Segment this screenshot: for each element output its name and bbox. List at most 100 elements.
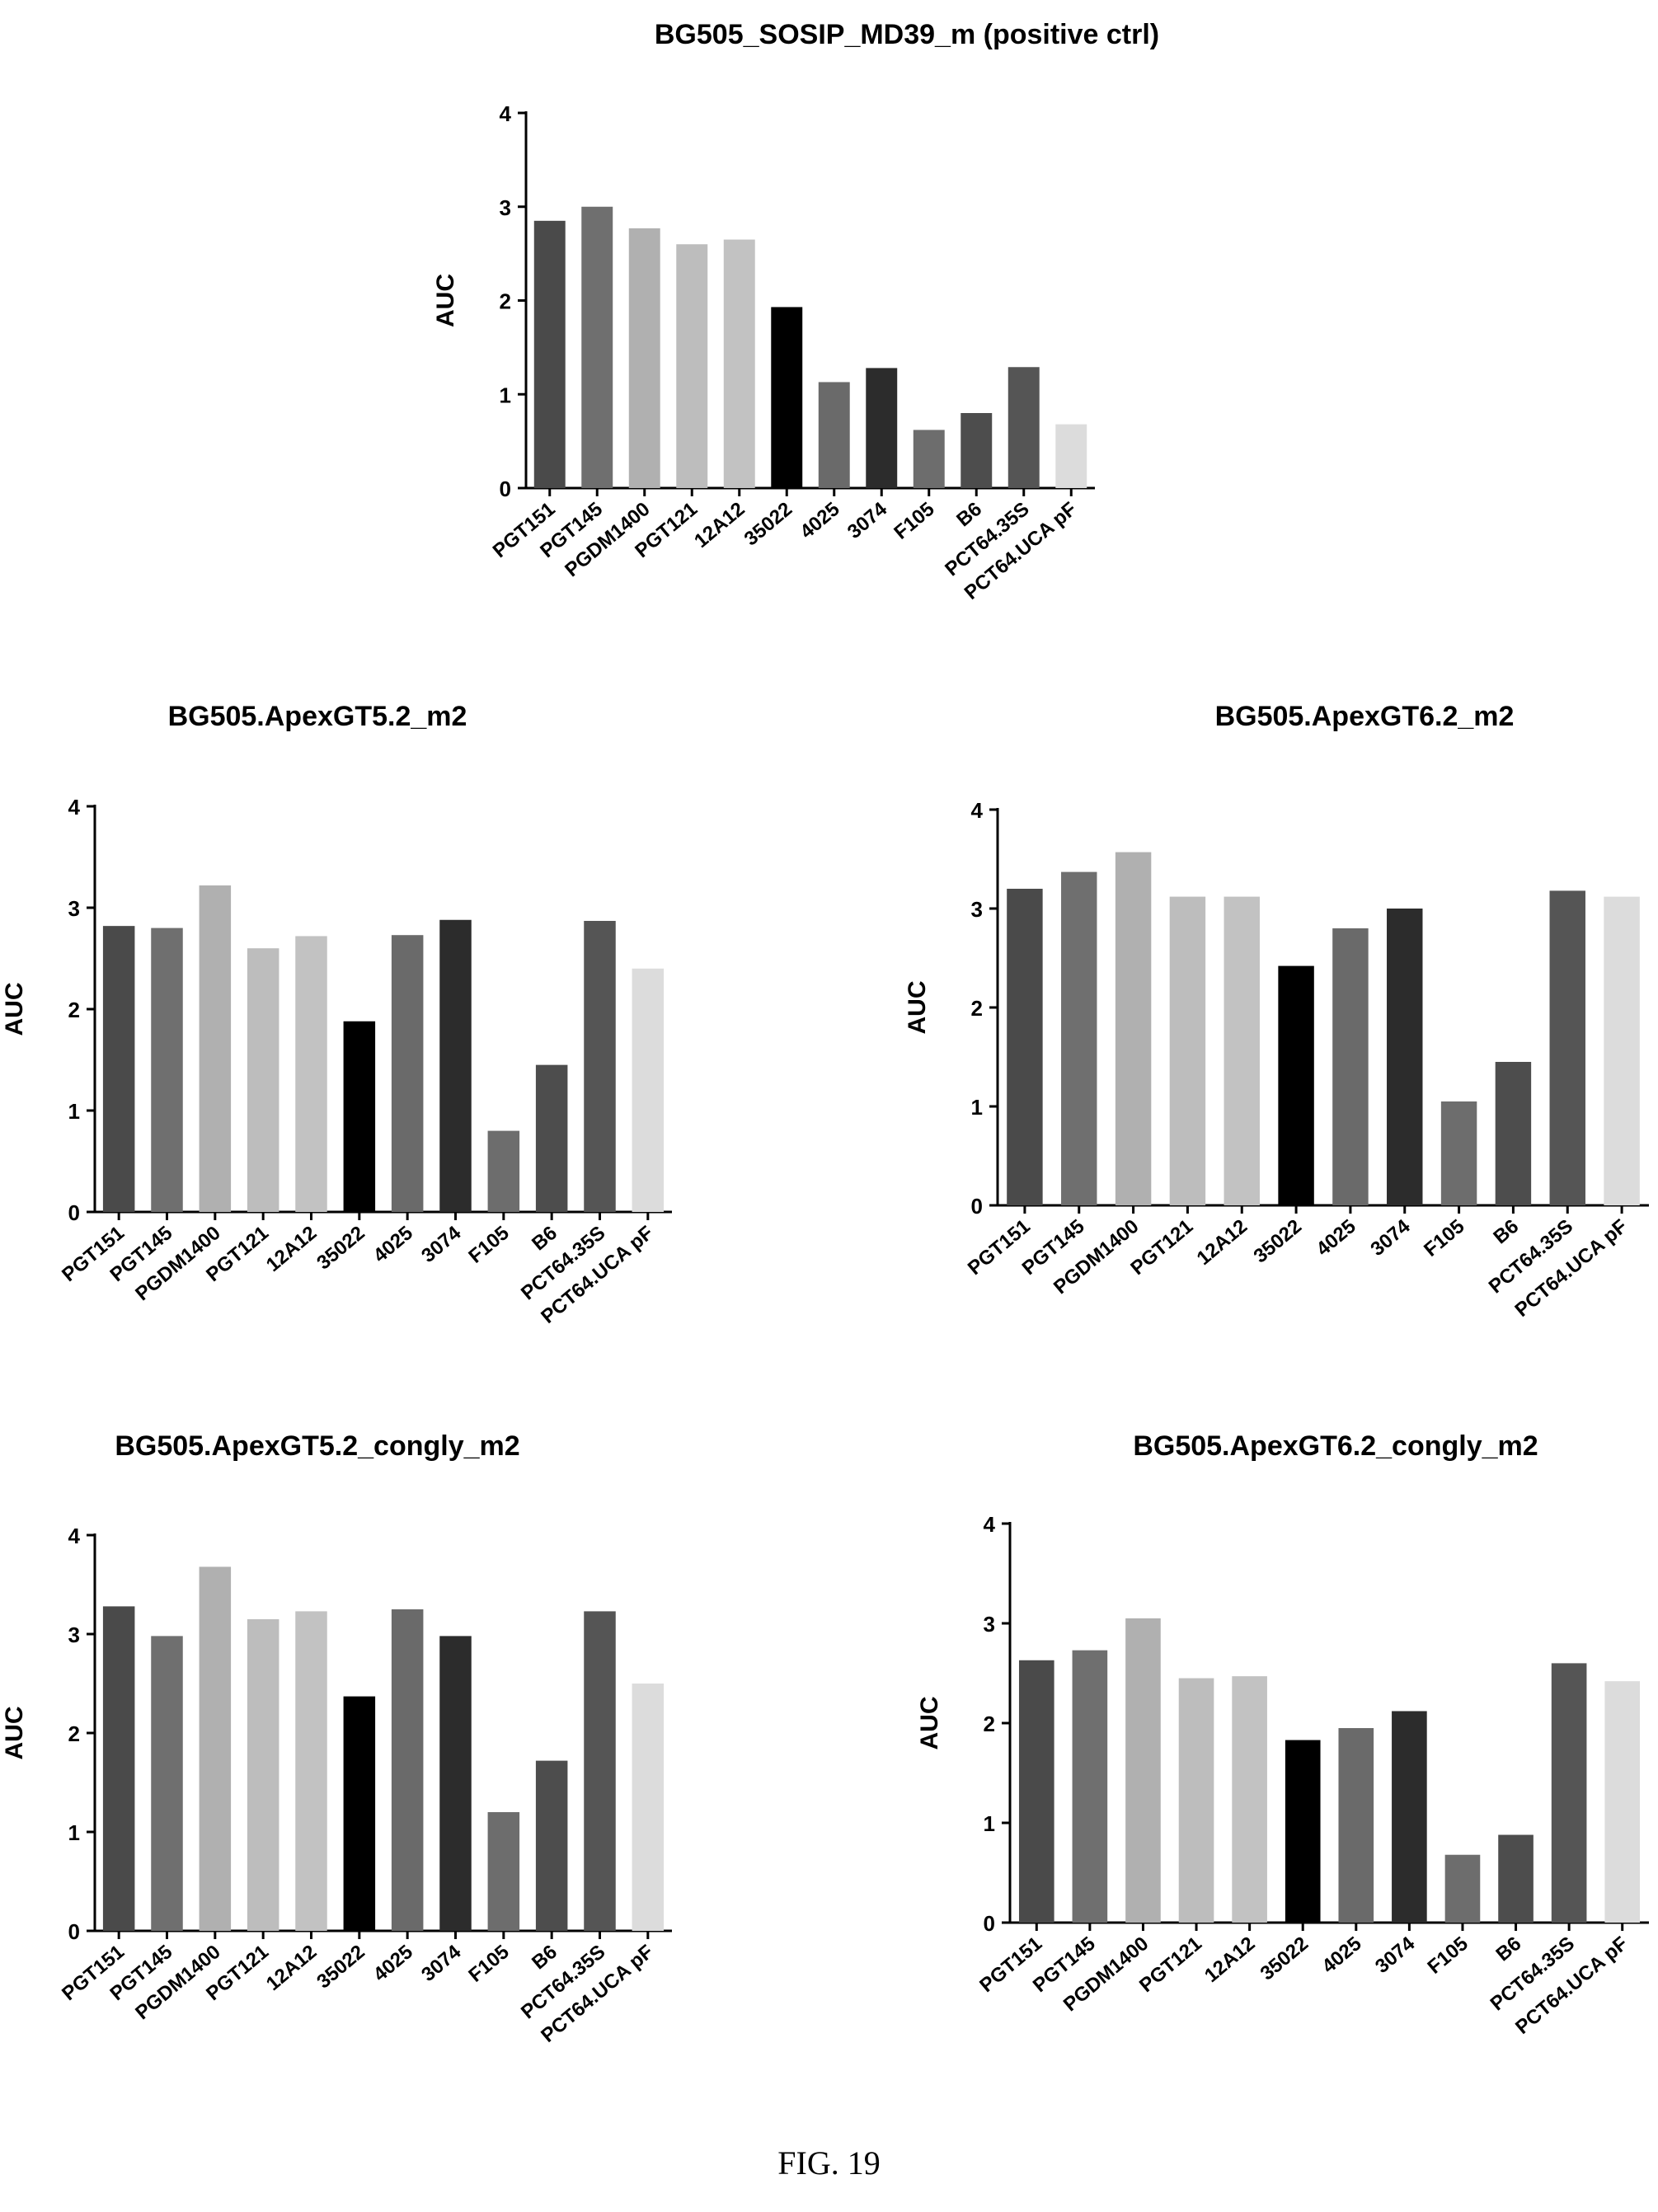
chart-5-bar-pgt151 bbox=[1018, 1660, 1054, 1923]
chart-5-bar-pgt145 bbox=[1072, 1650, 1108, 1923]
chart-5-bar-3074 bbox=[1392, 1711, 1427, 1923]
chart-2-y-tick-label: 0 bbox=[68, 1200, 80, 1225]
chart-3-y-tick-label: 1 bbox=[971, 1095, 983, 1120]
chart-4-y-tick-label: 4 bbox=[68, 1524, 81, 1548]
chart-4-bar-pct64-uca-pf bbox=[632, 1684, 665, 1931]
chart-4-x-tick-label-3074: 3074 bbox=[417, 1940, 466, 1985]
chart-3-ylabel: AUC bbox=[904, 981, 931, 1035]
chart-3-bar-pgt151 bbox=[1007, 889, 1043, 1205]
figure-caption: FIG. 19 bbox=[777, 2144, 881, 2181]
chart-5-bar-pct64-uca-pf bbox=[1604, 1681, 1641, 1923]
chart-4-x-tick-label-b6: B6 bbox=[528, 1941, 561, 1974]
chart-5-x-tick-label-f105: F105 bbox=[1424, 1933, 1472, 1979]
chart-3-bar-pgt145 bbox=[1061, 871, 1097, 1205]
chart-1-y-tick-label: 1 bbox=[500, 383, 511, 407]
chart-4-bar-12a12 bbox=[295, 1611, 327, 1931]
chart-5-bar-f105 bbox=[1444, 1854, 1481, 1923]
chart-3-bar-b6 bbox=[1495, 1062, 1532, 1205]
chart-2-bar-pgt121 bbox=[247, 948, 279, 1212]
chart-1-x-tick-label-b6: B6 bbox=[952, 498, 986, 531]
chart-4-x-tick-label-35022: 35022 bbox=[312, 1941, 369, 1994]
chart-5-ylabel: AUC bbox=[916, 1697, 943, 1750]
chart-5-bar-pgt121 bbox=[1178, 1678, 1214, 1923]
chart-3-bar-pct64-uca-pf bbox=[1604, 896, 1640, 1205]
chart-4-bar-pct64-35s bbox=[584, 1611, 616, 1931]
chart-2-bar-b6 bbox=[535, 1064, 568, 1212]
chart-2-bar-35022 bbox=[343, 1021, 376, 1212]
chart-4-ylabel: AUC bbox=[1, 1707, 28, 1760]
chart-5-y-tick-label: 1 bbox=[984, 1811, 995, 1836]
chart-4-bar-35022 bbox=[343, 1696, 376, 1931]
chart-5-y-tick-label: 3 bbox=[984, 1612, 995, 1637]
chart-4-y-tick-label: 3 bbox=[68, 1623, 80, 1647]
chart-3-y-tick-label: 3 bbox=[971, 897, 983, 922]
chart-2-bar-f105 bbox=[487, 1130, 520, 1212]
chart-4-x-tick-label-f105: F105 bbox=[464, 1941, 513, 1987]
chart-2-x-tick-label-35022: 35022 bbox=[312, 1222, 369, 1275]
chart-1-bar-4025 bbox=[818, 382, 850, 488]
chart-3-x-tick-label-12a12: 12A12 bbox=[1193, 1215, 1252, 1270]
chart-1-bar-12a12 bbox=[723, 239, 755, 488]
chart-2-x-tick-label-4025: 4025 bbox=[369, 1222, 417, 1267]
chart-2-bar-4025 bbox=[391, 935, 424, 1212]
chart-4-bar-4025 bbox=[391, 1609, 424, 1931]
chart-5-x-tick-label-4025: 4025 bbox=[1317, 1933, 1365, 1978]
chart-1-bar-pgt121 bbox=[676, 244, 708, 488]
chart-5-x-tick-label-3074: 3074 bbox=[1371, 1932, 1420, 1977]
chart-1-y-tick-label: 0 bbox=[500, 477, 511, 501]
chart-4-y-tick-label: 2 bbox=[68, 1721, 80, 1746]
chart-4-bar-pgdm1400 bbox=[199, 1566, 232, 1931]
chart-1-title: BG505_SOSIP_MD39_m (positive ctrl) bbox=[655, 19, 1159, 50]
chart-3-x-tick-label-f105: F105 bbox=[1420, 1215, 1468, 1261]
chart-4-bar-pgt121 bbox=[247, 1619, 279, 1931]
chart-panel-apexgt5-2-congly: BG505.ApexGT5.2_congly_m2AUC01234PGT151P… bbox=[1, 1430, 672, 2047]
chart-1-bar-3074 bbox=[866, 368, 898, 488]
chart-5-x-tick-label-b6: B6 bbox=[1492, 1933, 1526, 1965]
chart-3-bar-3074 bbox=[1387, 909, 1423, 1205]
chart-2-y-tick-label: 3 bbox=[68, 896, 80, 921]
chart-3-bar-pct64-35s bbox=[1549, 890, 1585, 1205]
chart-4-title: BG505.ApexGT5.2_congly_m2 bbox=[115, 1430, 519, 1462]
chart-3-x-tick-label-3074: 3074 bbox=[1366, 1214, 1415, 1260]
chart-5-bar-pct64-35s bbox=[1551, 1663, 1587, 1923]
chart-1-bar-35022 bbox=[771, 307, 803, 488]
chart-4-y-tick-label: 0 bbox=[68, 1919, 80, 1944]
chart-1-x-tick-label-4025: 4025 bbox=[796, 498, 843, 543]
chart-4-x-tick-label-12a12: 12A12 bbox=[262, 1941, 322, 1995]
chart-5-x-tick-label-35022: 35022 bbox=[1256, 1933, 1313, 1985]
chart-3-y-tick-label: 0 bbox=[971, 1194, 983, 1219]
chart-2-bar-12a12 bbox=[295, 936, 327, 1212]
chart-4-bar-pgt151 bbox=[102, 1606, 135, 1931]
chart-3-x-tick-label-35022: 35022 bbox=[1249, 1215, 1305, 1268]
chart-2-bar-pct64-uca-pf bbox=[632, 968, 665, 1212]
chart-3-bar-35022 bbox=[1278, 965, 1314, 1205]
chart-1-bar-pgt145 bbox=[581, 206, 613, 488]
chart-5-y-tick-label: 4 bbox=[984, 1512, 996, 1537]
chart-2-x-tick-label-f105: F105 bbox=[464, 1222, 513, 1268]
chart-2-bar-pgt145 bbox=[151, 928, 183, 1212]
chart-4-x-tick-label-4025: 4025 bbox=[369, 1941, 417, 1986]
chart-1-bar-f105 bbox=[913, 430, 945, 488]
chart-5-bar-pgdm1400 bbox=[1125, 1618, 1161, 1923]
chart-5-bar-4025 bbox=[1338, 1728, 1374, 1923]
chart-4-bar-f105 bbox=[487, 1812, 520, 1931]
chart-5-bar-b6 bbox=[1498, 1834, 1534, 1923]
chart-2-y-tick-label: 4 bbox=[68, 795, 81, 820]
chart-3-bar-pgdm1400 bbox=[1115, 852, 1152, 1205]
chart-2-ylabel: AUC bbox=[1, 983, 28, 1036]
chart-3-bar-pgt121 bbox=[1169, 896, 1206, 1205]
chart-1-x-tick-label-12a12: 12A12 bbox=[690, 498, 749, 552]
chart-panel-apexgt6-2: BG505.ApexGT6.2_m2AUC01234PGT151PGT145PG… bbox=[904, 701, 1649, 1322]
chart-1-x-tick-label-f105: F105 bbox=[890, 498, 938, 544]
chart-5-y-tick-label: 0 bbox=[984, 1911, 995, 1936]
chart-3-bar-4025 bbox=[1332, 928, 1369, 1205]
chart-4-y-tick-label: 1 bbox=[68, 1820, 80, 1845]
chart-2-title: BG505.ApexGT5.2_m2 bbox=[168, 701, 467, 732]
chart-1-x-tick-label-3074: 3074 bbox=[843, 497, 892, 542]
chart-3-bar-f105 bbox=[1440, 1101, 1477, 1205]
chart-5-bar-12a12 bbox=[1232, 1676, 1267, 1923]
chart-3-y-tick-label: 4 bbox=[971, 798, 984, 823]
chart-2-y-tick-label: 2 bbox=[68, 998, 80, 1022]
chart-5-x-tick-label-12a12: 12A12 bbox=[1200, 1933, 1260, 1987]
chart-1-ylabel: AUC bbox=[432, 274, 459, 327]
